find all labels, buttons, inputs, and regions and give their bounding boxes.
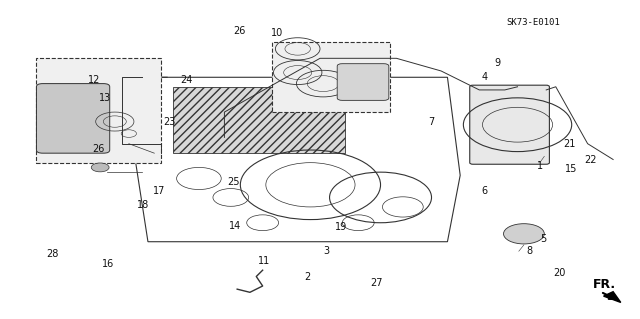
Polygon shape: [604, 292, 621, 302]
Text: 23: 23: [163, 116, 175, 127]
Text: 26: 26: [92, 145, 104, 154]
Text: 12: 12: [88, 75, 100, 85]
Text: 3: 3: [323, 246, 330, 256]
Text: 15: 15: [565, 164, 577, 174]
FancyBboxPatch shape: [470, 85, 549, 164]
Text: 20: 20: [554, 268, 566, 278]
Circle shape: [92, 163, 109, 172]
Text: 8: 8: [526, 246, 532, 256]
Text: FR.: FR.: [593, 278, 616, 291]
Text: 18: 18: [138, 200, 150, 210]
Text: 27: 27: [371, 278, 383, 288]
Text: 28: 28: [46, 249, 58, 259]
Text: SK73-E0101: SK73-E0101: [506, 18, 560, 27]
Text: 6: 6: [481, 186, 488, 196]
Text: 14: 14: [229, 221, 241, 231]
Text: 24: 24: [180, 76, 193, 85]
Text: 16: 16: [102, 259, 115, 269]
Circle shape: [504, 224, 544, 244]
Text: 25: 25: [228, 177, 240, 187]
Text: 13: 13: [99, 93, 111, 103]
Text: 9: 9: [494, 58, 500, 68]
Bar: [36, 58, 161, 163]
FancyBboxPatch shape: [337, 64, 389, 100]
Text: 19: 19: [335, 222, 347, 233]
Text: 2: 2: [304, 271, 310, 281]
Text: 21: 21: [564, 139, 576, 149]
FancyBboxPatch shape: [272, 42, 390, 112]
Text: 11: 11: [258, 256, 270, 266]
Text: 1: 1: [537, 161, 543, 171]
Polygon shape: [173, 87, 346, 153]
Text: 7: 7: [428, 116, 435, 127]
Text: 4: 4: [481, 72, 488, 82]
Text: 26: 26: [233, 26, 245, 36]
Text: 5: 5: [540, 234, 546, 243]
Text: 22: 22: [584, 154, 596, 165]
FancyBboxPatch shape: [36, 84, 109, 153]
Text: 10: 10: [271, 28, 283, 38]
Text: 17: 17: [152, 186, 165, 196]
